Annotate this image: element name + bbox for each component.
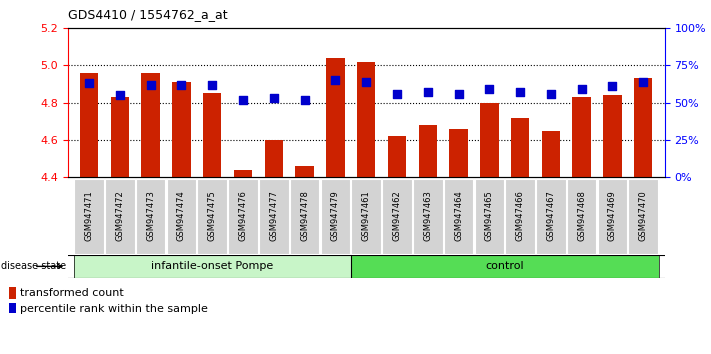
Bar xyxy=(295,166,314,177)
Point xyxy=(391,91,402,97)
Point xyxy=(606,84,618,89)
Bar xyxy=(387,136,406,177)
Point xyxy=(83,80,95,86)
Bar xyxy=(136,178,166,254)
Bar xyxy=(9,287,16,299)
Point xyxy=(268,95,279,101)
Bar xyxy=(413,178,442,254)
Bar xyxy=(357,62,375,177)
Text: GSM947464: GSM947464 xyxy=(454,190,463,241)
Text: GSM947472: GSM947472 xyxy=(115,190,124,241)
Text: GSM947477: GSM947477 xyxy=(269,190,278,241)
Bar xyxy=(198,178,227,254)
Point xyxy=(176,82,187,88)
Text: GSM947478: GSM947478 xyxy=(300,190,309,241)
Bar xyxy=(449,129,468,177)
Bar xyxy=(326,58,345,177)
Point xyxy=(360,79,372,85)
Text: GSM947463: GSM947463 xyxy=(423,190,432,241)
Point xyxy=(453,91,464,97)
Bar xyxy=(166,178,196,254)
Bar xyxy=(444,178,474,254)
Text: infantile-onset Pompe: infantile-onset Pompe xyxy=(151,261,273,272)
Bar xyxy=(383,178,412,254)
Bar xyxy=(629,178,658,254)
Bar xyxy=(259,178,289,254)
Bar xyxy=(536,178,566,254)
Bar xyxy=(506,178,535,254)
Bar xyxy=(480,103,498,177)
Text: transformed count: transformed count xyxy=(21,288,124,298)
Text: GSM947469: GSM947469 xyxy=(608,190,617,241)
Point xyxy=(576,86,587,92)
Point xyxy=(483,86,495,92)
Point xyxy=(514,90,525,95)
Text: GSM947470: GSM947470 xyxy=(638,190,648,241)
Bar xyxy=(598,178,627,254)
Bar xyxy=(141,73,160,177)
Bar xyxy=(321,178,350,254)
Bar xyxy=(80,73,98,177)
Bar xyxy=(75,178,104,254)
Bar xyxy=(234,170,252,177)
Bar xyxy=(105,178,134,254)
Bar xyxy=(74,255,351,278)
Bar xyxy=(111,97,129,177)
Bar xyxy=(264,140,283,177)
Text: GSM947474: GSM947474 xyxy=(177,190,186,241)
Point xyxy=(207,82,218,88)
Bar xyxy=(9,303,16,315)
Text: GSM947468: GSM947468 xyxy=(577,190,586,241)
Text: GSM947462: GSM947462 xyxy=(392,190,402,241)
Bar xyxy=(634,79,653,177)
Point xyxy=(299,97,310,103)
Text: control: control xyxy=(486,261,524,272)
Bar xyxy=(511,118,529,177)
Text: GSM947466: GSM947466 xyxy=(515,190,525,241)
Text: GSM947475: GSM947475 xyxy=(208,190,217,241)
Point xyxy=(638,79,649,85)
Text: GSM947479: GSM947479 xyxy=(331,190,340,241)
Bar xyxy=(542,131,560,177)
Bar xyxy=(228,178,258,254)
Bar xyxy=(603,95,621,177)
Bar xyxy=(572,97,591,177)
Point xyxy=(114,92,126,98)
Point xyxy=(145,82,156,88)
Bar xyxy=(567,178,597,254)
Text: GSM947465: GSM947465 xyxy=(485,190,494,241)
Text: GDS4410 / 1554762_a_at: GDS4410 / 1554762_a_at xyxy=(68,8,228,21)
Bar xyxy=(474,178,504,254)
Bar xyxy=(351,255,658,278)
Bar xyxy=(419,125,437,177)
Point xyxy=(545,91,557,97)
Point xyxy=(237,97,249,103)
Text: GSM947471: GSM947471 xyxy=(85,190,94,241)
Text: percentile rank within the sample: percentile rank within the sample xyxy=(21,304,208,314)
Bar xyxy=(351,178,381,254)
Bar xyxy=(290,178,319,254)
Text: GSM947467: GSM947467 xyxy=(546,190,555,241)
Point xyxy=(422,90,434,95)
Bar xyxy=(203,93,221,177)
Text: disease state: disease state xyxy=(1,261,66,272)
Point xyxy=(330,78,341,83)
Text: GSM947473: GSM947473 xyxy=(146,190,155,241)
Text: GSM947461: GSM947461 xyxy=(362,190,370,241)
Bar xyxy=(172,82,191,177)
Text: GSM947476: GSM947476 xyxy=(238,190,247,241)
